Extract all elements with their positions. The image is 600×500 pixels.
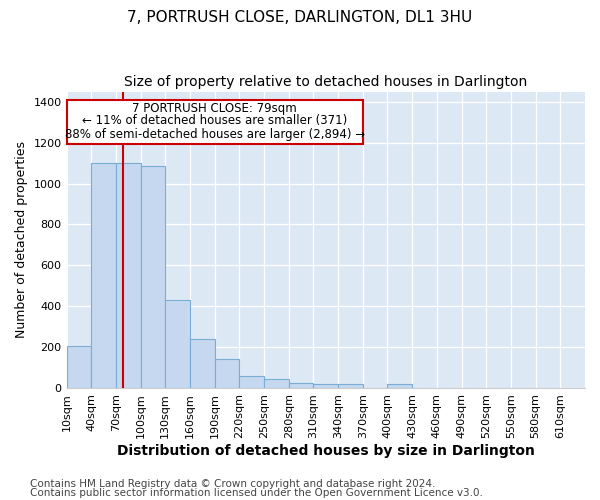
Bar: [140, 166, 165, 388]
Bar: [264, 379, 289, 388]
Text: 88% of semi-detached houses are larger (2,894) →: 88% of semi-detached houses are larger (…: [65, 128, 365, 140]
Text: Contains public sector information licensed under the Open Government Licence v3: Contains public sector information licen…: [30, 488, 483, 498]
Text: Contains HM Land Registry data © Crown copyright and database right 2024.: Contains HM Land Registry data © Crown c…: [30, 479, 436, 489]
Text: 7, PORTRUSH CLOSE, DARLINGTON, DL1 3HU: 7, PORTRUSH CLOSE, DARLINGTON, DL1 3HU: [127, 10, 473, 25]
Bar: [190, 339, 215, 388]
FancyBboxPatch shape: [67, 100, 363, 144]
X-axis label: Distribution of detached houses by size in Darlington: Distribution of detached houses by size …: [117, 444, 535, 458]
Bar: [289, 383, 313, 388]
Text: ← 11% of detached houses are smaller (371): ← 11% of detached houses are smaller (37…: [82, 114, 347, 128]
Bar: [67, 346, 91, 388]
Bar: [338, 384, 363, 388]
Bar: [116, 163, 140, 388]
Text: 7 PORTRUSH CLOSE: 79sqm: 7 PORTRUSH CLOSE: 79sqm: [132, 102, 297, 115]
Bar: [91, 163, 116, 388]
Y-axis label: Number of detached properties: Number of detached properties: [15, 142, 28, 338]
Title: Size of property relative to detached houses in Darlington: Size of property relative to detached ho…: [124, 75, 527, 89]
Bar: [215, 360, 239, 388]
Bar: [239, 376, 264, 388]
Bar: [165, 300, 190, 388]
Bar: [388, 384, 412, 388]
Bar: [313, 384, 338, 388]
